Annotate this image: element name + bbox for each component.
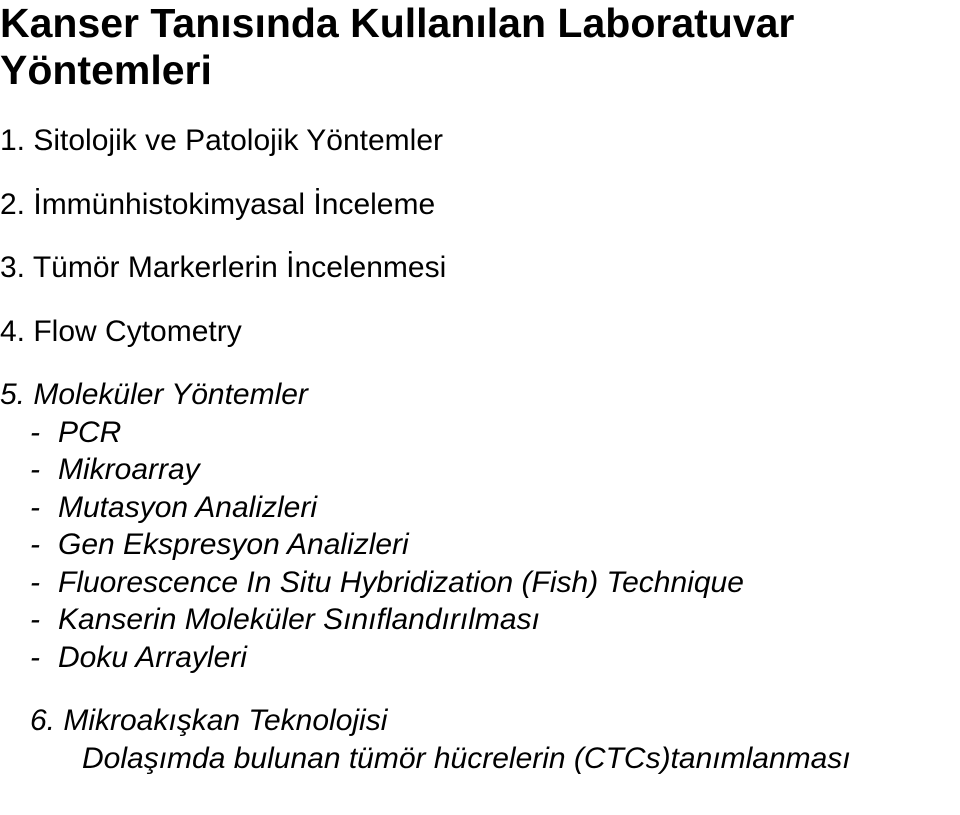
- dash-icon: -: [30, 414, 44, 452]
- list-item-3: 3. Tümör Markerlerin İncelenmesi: [0, 249, 952, 287]
- dash-icon: -: [30, 451, 44, 489]
- dash-icon: -: [30, 639, 44, 677]
- subitem-fish: - Fluorescence In Situ Hybridization (Fi…: [30, 564, 952, 602]
- list-item-6: 6. Mikroakışkan Teknolojisi Dolaşımda bu…: [0, 702, 952, 777]
- list-item-4: 4. Flow Cytometry: [0, 313, 952, 351]
- subitem-label: Fluorescence In Situ Hybridization (Fish…: [58, 564, 744, 602]
- list-item-5: 5. Moleküler Yöntemler - PCR - Mikroarra…: [0, 376, 952, 676]
- subitem-mikroarray: - Mikroarray: [30, 451, 952, 489]
- subitem-label: Mutasyon Analizleri: [58, 489, 317, 527]
- subitem-label: Gen Ekspresyon Analizleri: [58, 526, 409, 564]
- list-item-1: 1. Sitolojik ve Patolojik Yöntemler: [0, 122, 952, 160]
- method-list: 1. Sitolojik ve Patolojik Yöntemler 2. İ…: [0, 122, 952, 777]
- subitem-ctcs: Dolaşımda bulunan tümör hücrelerin (CTCs…: [0, 740, 952, 778]
- dash-icon: -: [30, 601, 44, 639]
- subitem-kanserin-molekuler: - Kanserin Moleküler Sınıflandırılması: [30, 601, 952, 639]
- title-line-2: Yöntemleri: [0, 47, 212, 93]
- document-page: Kanser Tanısında Kullanılan Laboratuvar …: [0, 0, 960, 777]
- dash-icon: -: [30, 526, 44, 564]
- title-line-1: Kanser Tanısında Kullanılan Laboratuvar: [0, 0, 794, 46]
- sublist-5: - PCR - Mikroarray - Mutasyon Analizleri…: [0, 414, 952, 677]
- dash-icon: -: [30, 564, 44, 602]
- list-item-6-label: 6. Mikroakışkan Teknolojisi: [0, 702, 952, 740]
- subitem-pcr: - PCR: [30, 414, 952, 452]
- subitem-doku-arrayleri: - Doku Arrayleri: [30, 639, 952, 677]
- subitem-label: Doku Arrayleri: [58, 639, 247, 677]
- page-title: Kanser Tanısında Kullanılan Laboratuvar …: [0, 0, 952, 94]
- subitem-label: PCR: [58, 414, 121, 452]
- subitem-label: Kanserin Moleküler Sınıflandırılması: [58, 601, 540, 639]
- dash-icon: -: [30, 489, 44, 527]
- list-item-5-label: 5. Moleküler Yöntemler: [0, 376, 952, 414]
- subitem-gen-ekspresyon: - Gen Ekspresyon Analizleri: [30, 526, 952, 564]
- subitem-label: Mikroarray: [58, 451, 200, 489]
- subitem-mutasyon: - Mutasyon Analizleri: [30, 489, 952, 527]
- list-item-2: 2. İmmünhistokimyasal İnceleme: [0, 186, 952, 224]
